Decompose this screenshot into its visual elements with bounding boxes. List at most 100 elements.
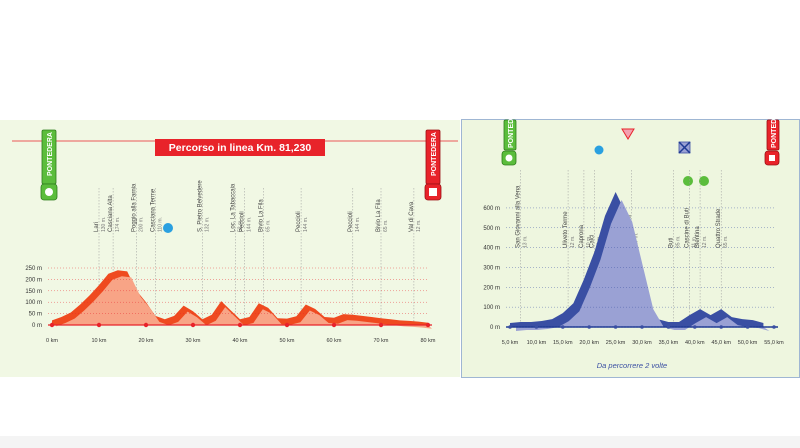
x-tick-label: 70 km [374,338,389,344]
waypoint-altitude: 174 m. [115,217,121,232]
x-tick-dot [237,322,243,328]
x-tick-label: 10,0 km [527,340,547,346]
x-tick-label: 40,0 km [685,340,705,346]
waypoint-label: Bivio La Fila [259,199,265,232]
x-tick-dot [693,325,697,329]
finish-label-right: PONTEDERA [771,104,778,148]
waypoint-label: Quattro Strade [716,208,722,248]
x-tick-label: 30 km [186,338,201,344]
x-tick-label: 20 km [139,338,154,344]
y-tick-label: 400 m [483,246,500,252]
elevation-profile [56,276,432,329]
x-tick-label: 80 km [421,338,436,344]
waypoint-altitude: 52 m. [237,219,243,232]
waypoint-label: Bivio La Fila [376,199,382,232]
x-tick-dot [190,322,196,328]
waypoint-label: Peccioli [348,211,354,232]
waypoint-altitude: 132 m. [204,217,210,232]
right-y-axis: 0 m 100 m 200 m 300 m 400 m 500 m 600 m [483,206,774,331]
left-profile-chart: Percorso in linea Km. 81,230 PONTEDERA P… [12,129,458,344]
y-tick-label: 100 m [25,300,42,306]
waypoint-altitude: 12 m. [416,219,422,232]
x-tick-dot [331,322,337,328]
waypoint-altitude: 12 m. [702,235,708,248]
x-tick-label: 50 km [280,338,295,344]
x-tick-dot [587,325,591,329]
waypoint-label: Cascine di Buti [685,208,691,248]
y-tick-label: 0 m [490,325,500,331]
right-elevation-area [506,192,778,331]
x-tick-label: 45,0 km [711,340,731,346]
x-tick-dot [49,322,55,328]
y-tick-label: 600 m [483,206,500,212]
waypoint-altitude: 65 m. [383,219,389,232]
waypoint-altitude: 200 m. [139,217,145,232]
x-tick-dot [284,322,290,328]
start-badge: PONTEDERA [40,129,58,201]
x-tick-label: 5,0 km [502,340,519,346]
x-tick-dot [143,322,149,328]
x-tick-label: 30,0 km [632,340,652,346]
feed-icon [683,176,693,186]
waypoint-label: Val di Cava [409,201,415,232]
left-waypoints: Lari 130 m. Casciana Alta 174 m. Poggio alla… [94,180,422,325]
x-tick-dot [613,325,618,329]
waypoint-altitude: 85 m. [676,235,682,248]
waypoint-label: Buti [669,238,675,248]
waypoint-altitude: 144 m. [247,217,253,232]
left-x-axis: 0 km 10 km 20 km 30 km 40 km 50 km 60 km 70 km 8… [46,322,436,344]
x-tick-dot [425,322,431,328]
right-profile-chart: PONTEDERA PONTEDERA San Giovanni alla Ve… [483,104,784,370]
start-label-right: PONTEDERA [508,104,515,148]
water-icon-right [594,145,604,155]
waypoint-label: San Giovanni alla Vena [516,185,522,248]
waypoint-label: Uliveto Terme [563,211,569,248]
finish-label: PONTEDERA [431,132,438,176]
x-tick-label: 55,0 km [764,340,784,346]
right-profile-panel: PONTEDERA PONTEDERA San Giovanni alla Ve… [461,104,800,378]
feed-icon-2 [699,176,709,186]
waypoint-altitude: 144 m. [355,217,361,232]
waypoint-label: Peccioli [240,211,246,232]
x-tick-label: 35,0 km [659,340,679,346]
x-tick-dot [640,325,644,329]
waypoint-altitude: 130 m. [101,217,107,232]
waypoint-altitude: 110 m. [157,217,163,232]
start-badge-right: PONTEDERA [501,104,517,166]
water-icon [163,223,173,233]
x-tick-dot [772,325,776,329]
y-tick-label: 200 m [25,277,42,283]
x-tick-dot [534,325,539,329]
waypoint-label: Caprona [579,224,585,248]
x-tick-label: 0 km [46,338,58,344]
y-tick-label: 500 m [483,226,500,232]
x-tick-label: 50,0 km [738,340,758,346]
waypoint-altitude: 55 m. [723,235,729,248]
x-tick-label: 40 km [233,338,248,344]
chart-title: Percorso in linea Km. 81,230 [169,142,312,154]
chart-footer: Da percorrere 2 volte [597,361,667,370]
waypoint-altitude: 10 m. [586,235,592,248]
x-tick-label: 10 km [92,338,107,344]
title-banner [155,139,325,156]
left-elevation-area [48,270,432,329]
y-tick-label: 200 m [483,285,500,291]
x-tick-dot [96,322,102,328]
x-tick-label: 15,0 km [553,340,573,346]
waypoint-altitude: 11 m. [692,236,698,248]
y-tick-label: 250 m [25,266,42,272]
finish-badge-right: PONTEDERA [764,104,780,166]
x-tick-dot [508,325,512,329]
y-tick-label: 50 m [29,312,42,318]
x-tick-label: 20,0 km [579,340,599,346]
start-label: PONTEDERA [47,132,54,176]
mountain-prize-icon [621,128,635,140]
elevation-profile [516,200,770,331]
waypoint-label: Calci [589,235,595,248]
x-tick-label: 25,0 km [606,340,626,346]
x-tick-dot [745,325,750,329]
waypoint-label: Bientina [695,226,701,248]
y-tick-label: 0 m [32,323,42,329]
waypoint-label: S. Pietro Belvedere [197,180,203,232]
waypoint-altitude: 65 m. [266,219,272,232]
